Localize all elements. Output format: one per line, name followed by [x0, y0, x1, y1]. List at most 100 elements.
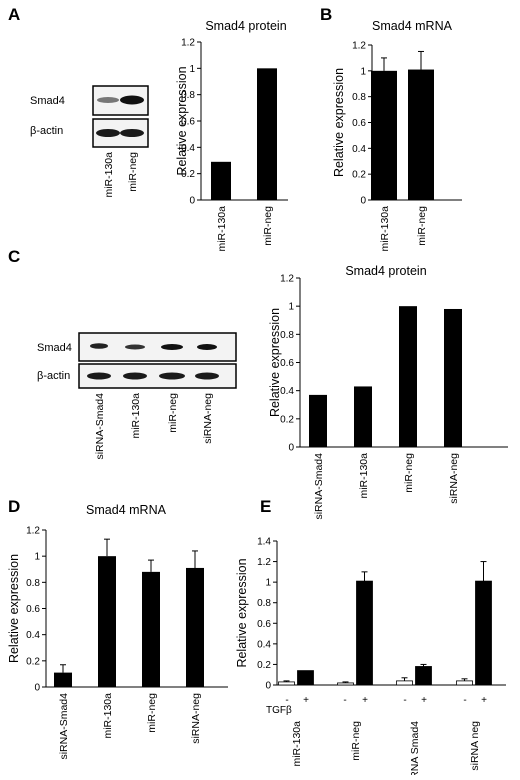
charts-layer: Smad4 protein 0 0.2 0.4 0.6 0.8 1 1.2 Relative e…	[7, 19, 508, 780]
bar-1	[309, 394, 327, 447]
y-tick-label: 0	[288, 443, 294, 454]
y-tick-label: 1	[288, 302, 294, 313]
x-tick-label: miR-130a	[102, 693, 114, 739]
y-tick-label: 0.4	[257, 639, 271, 650]
chart-d-title: Smad4 mRNA	[86, 503, 167, 517]
y-tick-label: 1.2	[181, 38, 195, 49]
panel-letter-a: A	[8, 5, 20, 24]
bar-tgfb-1	[297, 670, 314, 686]
tgf-sign-8: +	[481, 695, 487, 706]
y-tick-label: 1.4	[257, 537, 271, 548]
chart-b-title: Smad4 mRNA	[372, 19, 453, 33]
blot-c-band-actin-lane1	[87, 372, 111, 380]
bar-tgfb-4	[475, 580, 492, 686]
y-tick-label: 0.4	[280, 386, 294, 397]
blot-a-band-actin-lane1	[96, 129, 120, 137]
y-tick-label: 0.8	[352, 92, 366, 103]
y-tick-label: 0	[34, 683, 40, 694]
bar-tgfb-2	[356, 580, 373, 686]
blot-a-band-smad4-lane1	[97, 97, 119, 103]
tgf-beta-annotation: TGFβ - + - + - + - +	[266, 695, 487, 716]
bar-tgfb-3	[415, 666, 432, 686]
bar-4	[186, 567, 204, 687]
y-tick-label: 1	[189, 64, 195, 75]
chart-c-title: Smad4 protein	[345, 264, 426, 278]
y-axis-label: Relative expression	[175, 66, 189, 175]
bar-2	[98, 556, 116, 687]
y-tick-label: 0.6	[257, 619, 271, 630]
bar-untreated-2	[337, 682, 354, 686]
blot-c-band-smad4-lane3	[161, 344, 183, 350]
y-tick-label: 0.4	[352, 144, 366, 155]
bar-untreated-1	[278, 681, 295, 686]
x-tick-label: miR-neg	[403, 453, 415, 493]
bar-2	[354, 386, 372, 447]
y-tick-label: 1.2	[280, 274, 294, 285]
y-tick-label: 1	[34, 552, 40, 563]
x-tick-label: miR-neg	[146, 693, 158, 733]
panel-letter-e: E	[260, 497, 271, 516]
tgf-sign-5: -	[403, 695, 406, 706]
chart-a-title: Smad4 protein	[205, 19, 286, 33]
y-tick-label: 0.2	[257, 660, 271, 671]
blot-a-band-smad4-lane2	[120, 95, 144, 105]
tgf-sign-3: -	[343, 695, 346, 706]
panel-letter-b: B	[320, 5, 332, 24]
y-axis-label: Relative expression	[332, 68, 346, 177]
blot-a-band-actin-lane2	[120, 129, 144, 137]
y-tick-label: 0.8	[257, 598, 271, 609]
y-axis-label: Relative expression	[268, 308, 282, 417]
x-tick-label: miR-130a	[379, 206, 391, 252]
y-tick-label: 1.2	[257, 557, 271, 568]
x-tick-label: miR-130a	[216, 206, 228, 252]
y-tick-label: 0.4	[181, 143, 195, 154]
bar-1	[211, 161, 231, 200]
chart-e: 0 0.2 0.4 0.6 0.8 1 1.2 1.4 Relative expression m…	[235, 537, 506, 780]
chart-a: Smad4 protein 0 0.2 0.4 0.6 0.8 1 1.2 Relative e…	[175, 19, 288, 252]
y-tick-label: 0	[265, 681, 271, 692]
y-tick-label: 1.2	[26, 526, 40, 537]
blot-a-row-label-actin: β-actin	[30, 125, 63, 137]
blot-c-lane-label-4: siRNA-neg	[202, 393, 214, 444]
y-tick-label: 0.6	[280, 358, 294, 369]
blot-c-lane-label-2: miR-130a	[130, 393, 142, 439]
y-tick-label: 0.2	[26, 656, 40, 667]
y-tick-label: 0.4	[26, 630, 40, 641]
x-tick-label: siRNA-Smad4	[313, 453, 325, 520]
blot-c-band-smad4-lane2	[125, 344, 145, 350]
x-tick-label: miR-neg	[350, 721, 362, 761]
bar-3	[399, 306, 417, 447]
chart-d: Smad4 mRNA 0 0.2 0.4 0.6 0.8 1 1.2 Relative expr…	[7, 503, 228, 760]
y-tick-label: 0.2	[181, 169, 195, 180]
x-tick-label: siRNA-Smad4	[58, 693, 70, 760]
blot-c-lane-label-3: miR-neg	[167, 393, 179, 433]
x-tick-label: miR-130a	[358, 453, 370, 499]
tgf-sign-4: +	[362, 695, 368, 706]
blot-a-lane-label-2: miR-neg	[127, 152, 139, 192]
bar-3	[142, 571, 160, 687]
x-tick-label: miR-130a	[291, 721, 303, 767]
chart-b: Smad4 mRNA 0 0.2 0.4 0.6 0.8 1 1.2 Relative expr…	[332, 19, 462, 252]
x-tick-label: siRNA neg	[469, 721, 481, 771]
x-tick-label: siRNA-neg	[190, 693, 202, 744]
y-tick-label: 0.6	[181, 117, 195, 128]
bar-1	[54, 672, 72, 687]
bar-untreated-4	[456, 680, 473, 686]
blot-c-row-label-smad4: Smad4	[37, 342, 72, 354]
y-tick-label: 0.8	[280, 330, 294, 341]
y-tick-label: 0.6	[352, 118, 366, 129]
y-tick-label: 0.2	[280, 414, 294, 425]
y-tick-label: 0.8	[26, 578, 40, 589]
tgf-sign-1: -	[285, 695, 288, 706]
blot-c-row-label-actin: β-actin	[37, 370, 70, 382]
blot-c-band-actin-lane3	[159, 372, 185, 380]
chart-c: Smad4 protein 0 0.2 0.4 0.6 0.8 1 1.2 Relative e…	[268, 264, 508, 520]
tgf-sign-7: -	[463, 695, 466, 706]
y-tick-label: 0.6	[26, 604, 40, 615]
x-tick-label: siRNA-neg	[448, 453, 460, 504]
blot-c-band-smad4-lane4	[197, 344, 217, 350]
y-axis-label: Relative expression	[235, 558, 249, 667]
y-tick-label: 0.8	[181, 90, 195, 101]
blot-a-row-label-smad4: Smad4	[30, 95, 65, 107]
tgf-sign-2: +	[303, 695, 309, 706]
